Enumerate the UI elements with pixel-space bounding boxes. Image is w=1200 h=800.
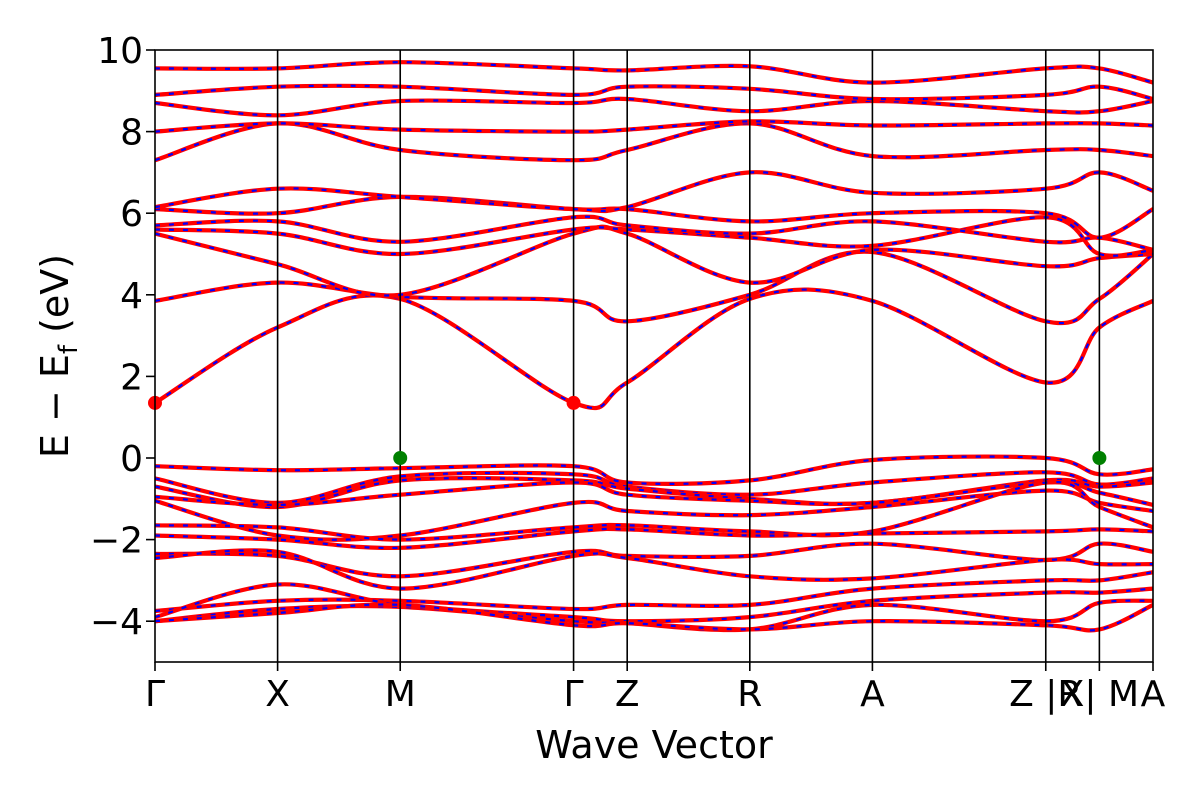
cbm-marker-2 (566, 395, 581, 410)
valence-band-10-dashed (155, 571, 1153, 613)
vbm-marker-3 (393, 451, 408, 465)
x-tick-label-0: Γ (145, 674, 165, 715)
y-axis: −4 −2 0 2 4 6 8 10 (90, 31, 155, 643)
x-tick-label-8: X| M (1060, 674, 1139, 715)
conduction-band-1-dashed (155, 288, 1153, 410)
valence-band-9-dashed (155, 549, 1153, 590)
plot-frame (154, 49, 1154, 663)
x-tick-label-3: Γ (564, 674, 584, 715)
conduction-band-11 (155, 83, 1153, 102)
x-tick-label-4: Z (615, 674, 640, 715)
y-tick-label-7: 10 (97, 31, 143, 72)
y-axis-label-main: E − E (33, 354, 77, 458)
y-axis-label-subscript: f (54, 344, 84, 354)
x-tick-label-9: A (1141, 674, 1166, 715)
conduction-band-12 (155, 60, 1153, 85)
y-tick-label-2: 0 (120, 439, 143, 480)
conduction-band-1 (155, 287, 1153, 411)
valence-band-7-dashed (155, 527, 1153, 550)
conduction-band-4 (155, 215, 1153, 258)
valence-band-4-dashed (155, 481, 1153, 507)
y-axis-label-unit: (eV) (33, 254, 77, 333)
x-axis-label: Wave Vector (535, 723, 773, 767)
band-lines (155, 60, 1153, 633)
x-tick-label-5: R (737, 674, 762, 715)
y-tick-label-3: 2 (120, 357, 143, 398)
y-tick-label-4: 4 (120, 276, 143, 317)
y-tick-label-1: −2 (90, 521, 143, 562)
y-axis-label: E − Ef (eV) (33, 254, 84, 458)
valence-band-13-dashed (155, 603, 1153, 632)
conduction-band-11-dashed (155, 84, 1153, 101)
conduction-band-9-dashed (155, 120, 1153, 133)
conduction-band-6-dashed (155, 195, 1153, 239)
high-symmetry-lines (276, 50, 1101, 662)
x-tick-label-6: A (860, 674, 885, 715)
conduction-band-10 (155, 96, 1153, 118)
conduction-band-10-dashed (155, 97, 1153, 117)
y-tick-label-5: 6 (120, 194, 143, 235)
x-tick-label-2: M (385, 674, 416, 715)
x-tick-label-7: Z |R (1009, 674, 1082, 715)
y-tick-label-6: 8 (120, 113, 143, 154)
conduction-band-12-dashed (155, 61, 1153, 84)
conduction-band-7-dashed (155, 171, 1153, 213)
valence-band-1 (155, 454, 1153, 486)
conduction-band-2 (155, 249, 1153, 326)
valence-band-10 (155, 570, 1153, 614)
vbm-marker-4 (1092, 451, 1107, 465)
x-tick-label-1: X (265, 674, 290, 715)
y-tick-label-0: −4 (90, 602, 143, 643)
